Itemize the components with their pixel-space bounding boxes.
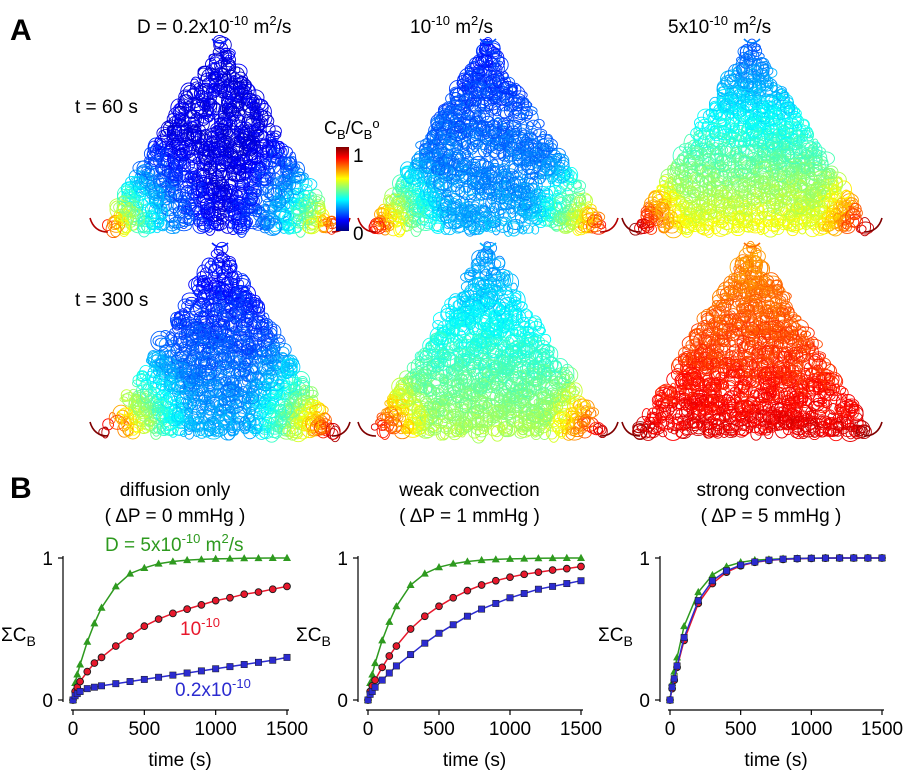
capillary-segment [199,72,217,89]
capillary-segment [293,174,301,185]
capillary-segment [303,205,314,217]
capillary-segment [212,211,223,222]
capillary-segment [291,204,306,223]
capillary-segment [147,137,164,158]
capillary-segment [168,221,175,229]
row-label-t300: t = 300 s [75,290,148,311]
capillary-segment [269,195,282,210]
capillary-segment [196,160,211,177]
capillary-segment [323,220,334,227]
capillary-segment [168,216,187,229]
capillary-segment [213,36,232,54]
capillary-segment [228,220,236,230]
capillary-segment [203,205,214,216]
capillary-segment [192,210,200,217]
capillary-segment [185,198,196,216]
capillary-segment [209,222,219,231]
capillary-segment [216,212,228,225]
capillary-segment [269,125,282,138]
row-label-t60: t = 60 s [75,97,138,118]
capillary-segment [239,165,251,174]
capillary-segment [192,216,210,234]
apex-vessel [743,38,761,44]
panel-a-column-headers: D = 0.2x10-10 m2/s 10-10 m2/s 5x10-10 m2… [137,13,771,38]
capillary-segment [306,191,317,203]
capillary-segment [258,186,270,196]
capillary-segment [294,198,307,208]
capillary-segment [129,220,150,234]
column-header-high-d: 5x10-10 m2/s [668,13,771,38]
column-header-mid-d: 10-10 m2/s [410,13,493,38]
concentration-maps [89,34,883,444]
capillary-segment [265,141,284,160]
capillary-segment [319,213,330,224]
capillary-segment [214,158,222,165]
concentration-map-r1-c1 [89,34,351,239]
capillary-segment [172,214,182,223]
capillary-segment [153,225,161,234]
concentration-map-r2-c1 [89,241,351,443]
capillary-segment [218,57,229,68]
capillary-segment [220,216,235,234]
panel-a-letter: A [10,14,32,47]
capillary-segment [229,118,238,130]
capillary-segment [265,136,277,148]
capillary-segment [302,178,313,188]
capillary-segment [222,170,231,180]
concentration-map-r1-c2 [357,37,619,238]
capillary-segment [274,190,291,205]
capillary-segment [161,168,176,178]
capillary-segment [180,430,188,438]
capillary-segment [185,131,203,145]
capillary-segment [231,215,251,235]
column-header-low-d: D = 0.2x10-10 m2/s [137,13,291,38]
capillary-segment [197,65,213,77]
capillary-segment [195,167,211,187]
capillary-segment [184,139,194,147]
concentration-map-r1-c3 [621,38,883,239]
capillary-segment [260,193,274,203]
capillary-segment [134,170,148,190]
